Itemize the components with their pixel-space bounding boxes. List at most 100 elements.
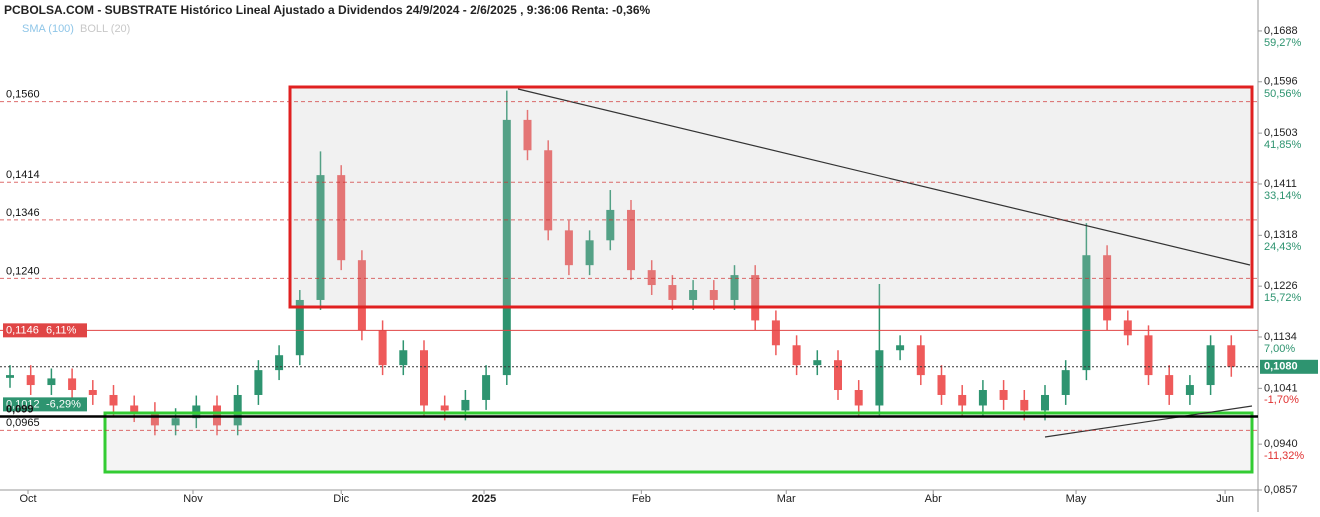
candle-body <box>627 209 635 271</box>
candle-body <box>1041 394 1049 411</box>
level-change: -6,29% <box>46 398 81 410</box>
level-label: 0,1560 <box>6 89 40 101</box>
y2-tick-label: 33,14% <box>1264 190 1302 202</box>
y2-tick-label: -1,70% <box>1264 394 1299 406</box>
candle-body <box>813 360 822 366</box>
candle-body <box>834 360 842 391</box>
candle-body <box>709 290 718 300</box>
support-box <box>103 411 1254 474</box>
candle-body <box>26 375 35 386</box>
candle-body <box>916 345 925 376</box>
y2-tick-label: 59,27% <box>1264 37 1302 49</box>
candle-body <box>130 405 139 413</box>
candle-body <box>275 355 284 371</box>
candle-body <box>585 240 594 266</box>
y-tick-label: 0,1503 <box>1264 127 1298 139</box>
candle-body <box>544 150 553 231</box>
level-label: 0,1146 <box>6 324 39 336</box>
y2-tick-label: 41,85% <box>1264 139 1302 151</box>
y-tick-label: 0,0857 <box>1264 484 1298 496</box>
x-tick-label: May <box>1066 493 1087 505</box>
candle-body <box>523 119 532 151</box>
y-tick-label: 0,1688 <box>1264 25 1298 37</box>
resistance-box <box>288 85 1254 309</box>
level-label: 0,0965 <box>6 417 40 429</box>
candle-body <box>1061 370 1070 395</box>
y-tick-label: 0,1596 <box>1264 76 1298 88</box>
candle-body <box>254 370 263 395</box>
candle-body <box>337 175 346 261</box>
last-price-label: 0,1080 <box>1264 361 1298 373</box>
x-tick-label: Jun <box>1216 493 1234 505</box>
level-label: 0,1240 <box>6 265 40 277</box>
candle-body <box>689 290 698 300</box>
last-price-box <box>1260 359 1318 374</box>
x-tick-label: Mar <box>777 493 796 505</box>
candle-body <box>1103 255 1112 321</box>
candle-body <box>378 330 387 366</box>
candle-body <box>399 350 408 366</box>
y-tick-label: 0,0940 <box>1264 438 1298 450</box>
candle-body <box>1144 335 1153 376</box>
candle-body <box>171 418 180 426</box>
candle-body <box>958 394 967 406</box>
trend-line <box>1044 405 1253 438</box>
candle-body <box>730 275 739 300</box>
candle-body <box>482 375 491 400</box>
y-tick-label: 0,1226 <box>1264 280 1298 292</box>
x-tick-label: Dic <box>333 493 349 505</box>
candle-body <box>150 412 159 426</box>
y-tick-label: 0,1318 <box>1264 229 1298 241</box>
candle-body <box>606 209 615 241</box>
candle-body <box>896 345 905 351</box>
candle-body <box>47 378 56 386</box>
y-tick-label: 0,1041 <box>1264 382 1298 394</box>
candle-body <box>68 378 77 391</box>
y2-tick-label: 15,72% <box>1264 292 1302 304</box>
candle-body <box>233 394 242 426</box>
y2-tick-label: 7,00% <box>1264 343 1295 355</box>
x-tick-label: Nov <box>183 493 203 505</box>
candle-body <box>461 399 470 411</box>
candle-body <box>440 405 449 411</box>
candle-body <box>502 119 511 376</box>
candle-body <box>1227 345 1236 367</box>
x-tick-label: Feb <box>632 493 651 505</box>
candle-body <box>6 375 14 378</box>
level-box <box>3 323 87 338</box>
candle-body <box>854 390 863 406</box>
candle-body <box>647 270 656 286</box>
x-tick-label: Abr <box>925 493 942 505</box>
candle-body <box>1123 320 1132 336</box>
chart-title: PCBOLSA.COM - SUBSTRATE Histórico Lineal… <box>4 3 651 17</box>
candle-body <box>316 175 325 300</box>
x-tick-label: 2025 <box>472 493 496 505</box>
candle-body <box>564 230 573 266</box>
candle-body <box>1185 385 1194 395</box>
level-box <box>3 397 87 412</box>
y2-tick-label: 24,43% <box>1264 241 1302 253</box>
level-label: 0,1414 <box>6 169 40 181</box>
candle-body <box>357 260 366 331</box>
candle-body <box>295 299 304 356</box>
candle-body <box>751 275 760 321</box>
level-label: 0,1012 <box>6 398 40 410</box>
legend-sma: SMA (100) <box>22 23 74 35</box>
candle-body <box>668 285 677 300</box>
candle-body <box>109 394 118 406</box>
x-tick-label: Oct <box>19 493 36 505</box>
trend-line <box>517 88 1251 266</box>
candle-body <box>1020 399 1029 411</box>
candle-body <box>875 350 884 406</box>
y-tick-label: 0,1411 <box>1264 178 1297 190</box>
level-change: 6,11% <box>46 324 77 336</box>
level-label: 0,1346 <box>6 207 40 219</box>
y2-tick-label: -11,32% <box>1264 450 1304 462</box>
y-tick-label: 0,1134 <box>1264 331 1297 343</box>
candle-body <box>771 320 780 346</box>
candle-body <box>88 390 97 395</box>
y2-tick-label: 50,56% <box>1264 88 1302 100</box>
candle-body <box>1206 345 1215 386</box>
candle-body <box>999 390 1008 400</box>
